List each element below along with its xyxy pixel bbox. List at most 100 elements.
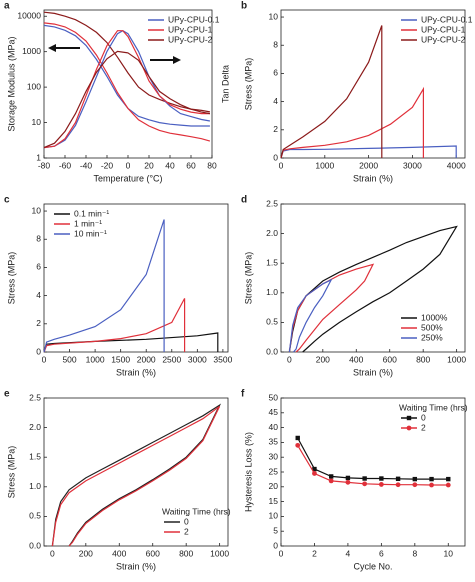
y-tick-label: 2.0 [29, 422, 41, 432]
y-tick-label: 1000 [22, 46, 41, 56]
x-tick-label: 1000 [210, 548, 229, 558]
y-tick-label: 20 [269, 481, 279, 491]
x-axis-title: Strain (%) [116, 367, 156, 377]
x-tick-label: 0 [42, 354, 47, 364]
x-tick-label: 0 [50, 548, 55, 558]
y-tick-label: 1.5 [29, 451, 41, 461]
y-tick-label: 0.0 [266, 346, 278, 356]
arrows [48, 44, 181, 64]
legend-label: 0 [421, 412, 426, 422]
legend-label: 0 [184, 516, 189, 526]
series-line [288, 263, 375, 353]
x-tick-label: -80 [38, 160, 51, 170]
x-tick-label: 6 [379, 548, 384, 558]
series-line [280, 86, 424, 159]
panel: a -80 -60 -40 -20 0 20 40 60 80 1 10 100 1000 10000 Tem… [4, 1, 230, 184]
legend-label: 1 min⁻¹ [74, 218, 102, 228]
plot-frame [43, 203, 229, 353]
x-axis-title: Strain (%) [353, 367, 393, 377]
legend-label: 2 [184, 526, 189, 536]
y-tick-label: 10000 [17, 10, 41, 20]
y-tick-label: 10 [269, 511, 279, 521]
x-axis-title: Temperature (°C) [93, 173, 162, 183]
x-tick-label: 4000 [447, 160, 466, 170]
legend-label: 2 [421, 422, 426, 432]
series-line [288, 225, 458, 353]
y-tick-label: 0 [36, 346, 41, 356]
legend-label: UPy-CPU-1 [168, 24, 213, 34]
x-tick-label: 20 [144, 160, 154, 170]
plot-frame [280, 9, 466, 159]
x-tick-label: 400 [349, 354, 363, 364]
x-tick-label: 800 [179, 548, 193, 558]
legend-label: UPy-CPU-2 [421, 34, 466, 44]
marker [395, 476, 401, 482]
panel: e 0 200 400 600 800 1000 0.0 0.5 1.0 1.5 2.0 2.5 Stra… [4, 389, 231, 572]
y-axis-title: Hysteresis Loss (%) [243, 432, 253, 512]
legend-title: Waiting Time (hrs) [399, 402, 468, 412]
y-tick-label: 25 [269, 466, 279, 476]
x-tick-label: 3500 [213, 354, 232, 364]
panel: b 0 1000 2000 3000 4000 0 2 4 6 8 10 Strain (%) Stres… [241, 1, 473, 184]
x-tick-label: 0 [279, 160, 284, 170]
panel-label: b [241, 1, 247, 12]
marker [345, 479, 351, 485]
x-tick-label: 1000 [447, 354, 466, 364]
y-tick-label: 2.0 [266, 228, 278, 238]
y-tick-label: 100 [27, 81, 41, 91]
x-tick-label: 800 [416, 354, 430, 364]
y-tick-label: 0 [273, 540, 278, 550]
y-tick-label: 2 [36, 318, 41, 328]
x-tick-label: 600 [383, 354, 397, 364]
y-tick-label: 1 [36, 152, 41, 162]
marker [328, 478, 334, 484]
y-axis-title: Stress (MPa) [6, 252, 16, 305]
x-tick-label: 1000 [315, 160, 334, 170]
y-tick-label: 40 [269, 422, 279, 432]
marker [362, 476, 367, 481]
x-tick-label: 500 [62, 354, 76, 364]
y-tick-label: 0.5 [29, 511, 41, 521]
x-axis-title: Cycle No. [353, 561, 392, 571]
arrow-head [173, 56, 181, 64]
x-tick-label: 8 [412, 548, 417, 558]
y-tick-label: 15 [269, 496, 279, 506]
y-tick-label: 2.5 [266, 198, 278, 208]
series-line [280, 25, 383, 159]
x-tick-label: 400 [112, 548, 126, 558]
plot-frame [280, 203, 466, 353]
legend-label: UPy-CPU-0.1 [168, 14, 220, 24]
y-tick-label: 8 [36, 233, 41, 243]
panel-label: d [241, 195, 247, 206]
legend-title: Waiting Time (hrs) [162, 506, 231, 516]
legend-label: UPy-CPU-1 [421, 24, 466, 34]
legend-marker [406, 425, 412, 431]
x-tick-label: 2000 [137, 354, 156, 364]
series-line [43, 22, 211, 142]
x-tick-label: 3000 [403, 160, 422, 170]
marker [395, 482, 401, 488]
series-line [280, 145, 457, 159]
panel: c 0 500 1000 1500 2000 2500 3000 3500 0 2 4 6 8 10 Stra… [4, 195, 233, 378]
series-line [297, 445, 449, 486]
marker [379, 476, 384, 481]
x-axis-title: Strain (%) [116, 561, 156, 571]
series-line [43, 298, 186, 353]
y-tick-label: 30 [269, 451, 279, 461]
y-tick-label: 2.5 [29, 392, 41, 402]
marker [429, 476, 434, 482]
marker [412, 476, 418, 482]
y-tick-label: 5 [273, 525, 278, 535]
x-tick-label: 1500 [111, 354, 130, 364]
y-tick-label: 35 [269, 437, 279, 447]
series-line [43, 30, 211, 149]
marker [312, 471, 317, 476]
legend-marker [406, 415, 412, 421]
x-tick-label: 2500 [162, 354, 181, 364]
legend-label: 10 min⁻¹ [74, 228, 107, 238]
marker [295, 442, 301, 448]
marker [328, 474, 334, 479]
series-line [43, 332, 219, 353]
